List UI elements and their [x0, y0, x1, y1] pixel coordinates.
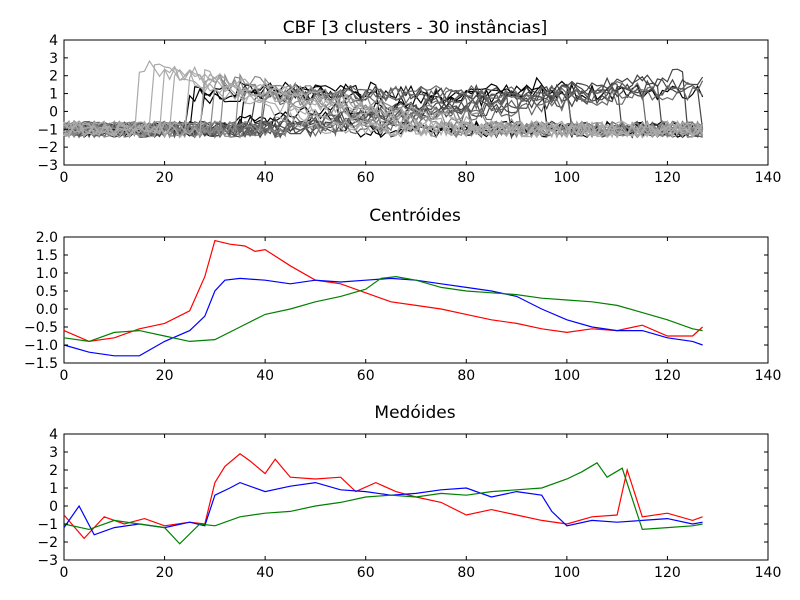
- centroids-xtick-label: 60: [357, 368, 375, 384]
- centroids-ytick-label: −1.0: [24, 338, 58, 354]
- medoids-xtick-label: 140: [755, 565, 782, 581]
- medoids-xtick-label: 60: [357, 565, 375, 581]
- clusters-xtick-label: 0: [60, 170, 69, 186]
- centroids-xtick-label: 20: [156, 368, 174, 384]
- clusters-ytick-label: 3: [49, 51, 58, 67]
- centroids-xtick-label: 0: [60, 368, 69, 384]
- clusters-panel-frame: [63, 39, 769, 166]
- centroids-panel-frame: [63, 236, 769, 364]
- centroids-ytick-label: −1.5: [24, 356, 58, 372]
- medoids-tick-layer: 0 20 40 60 80 100 120 140 −3 −2 −1 0 1 2 3 4: [37, 427, 781, 581]
- centroids-xtick-label: 100: [553, 368, 580, 384]
- centroids-ytick-label: −0.5: [24, 320, 58, 336]
- centroids-ytick-label: 0.0: [36, 302, 58, 318]
- medoids-ytick-label: 1: [49, 481, 58, 497]
- medoids-ytick-label: −2: [37, 535, 58, 551]
- centroids-series-2: [63, 275, 703, 343]
- centroids-ytick-label: 1.5: [36, 248, 58, 264]
- medoids-xtick-label: 40: [256, 565, 274, 581]
- clusters-panel-title: CBF [3 clusters - 30 instâncias]: [283, 18, 547, 38]
- medoids-ytick-label: 4: [49, 427, 58, 443]
- clusters-series-layer: [63, 59, 704, 140]
- medoids-xtick-label: 20: [156, 565, 174, 581]
- medoids-xtick-label: 80: [457, 565, 475, 581]
- clusters-series-22: [63, 84, 704, 139]
- clusters-ytick-label: 0: [49, 104, 58, 120]
- clusters-xtick-label: 80: [457, 170, 475, 186]
- clusters-ytick-label: 2: [49, 69, 58, 85]
- centroids-panel-title: Centróides: [369, 206, 461, 226]
- centroids-tick-layer: 0 20 40 60 80 100 120 140 −1.5 −1.0 −0.5 0.0 0.5 1.0 1…: [24, 230, 781, 384]
- clusters-ytick-label: −3: [37, 158, 58, 174]
- clusters-ytick-label: 1: [49, 87, 58, 103]
- clusters-xtick-label: 140: [755, 170, 782, 186]
- clusters-xtick-label: 100: [553, 170, 580, 186]
- centroids-xtick-label: 80: [457, 368, 475, 384]
- centroids-ytick-label: 0.5: [36, 284, 58, 300]
- medoids-ytick-label: 2: [49, 463, 58, 479]
- centroids-xtick-label: 120: [654, 368, 681, 384]
- clusters-xtick-label: 120: [654, 170, 681, 186]
- medoids-panel: Medóides 0 20 40 60 80 100 120 140 −3 −2 −1 0 1 2 3 4: [37, 403, 781, 581]
- centroids-panel: Centróides 0 20 40 60 80 100 120 140 −1.5 −1.0 −0.…: [24, 206, 781, 384]
- centroids-series-layer: [63, 239, 704, 357]
- medoids-xtick-label: 0: [60, 565, 69, 581]
- centroids-ytick-label: 2.0: [36, 230, 58, 246]
- centroids-xtick-label: 40: [256, 368, 274, 384]
- clusters-ytick-label: −1: [37, 122, 58, 138]
- clusters-xtick-label: 20: [156, 170, 174, 186]
- clusters-series-27: [63, 68, 704, 139]
- medoids-series-2: [63, 461, 703, 545]
- medoids-ytick-label: −3: [37, 553, 58, 569]
- clusters-xtick-label: 60: [357, 170, 375, 186]
- medoids-panel-title: Medóides: [374, 403, 455, 423]
- medoids-series-layer: [63, 453, 703, 545]
- centroids-series-1: [63, 277, 703, 357]
- medoids-ytick-label: 0: [49, 499, 58, 515]
- centroids-xtick-label: 140: [755, 368, 782, 384]
- centroids-series-0: [63, 239, 704, 343]
- medoids-xtick-label: 100: [553, 565, 580, 581]
- clusters-panel: CBF [3 clusters - 30 instâncias] 0 20 40 60…: [37, 18, 781, 186]
- centroids-ytick-label: 1.0: [36, 266, 58, 282]
- medoids-xtick-label: 120: [654, 565, 681, 581]
- clusters-series-29: [63, 68, 703, 139]
- clusters-ytick-label: −2: [37, 140, 58, 156]
- clusters-ytick-label: 4: [49, 33, 58, 49]
- medoids-ytick-label: −1: [37, 517, 58, 533]
- clusters-xtick-label: 40: [256, 170, 274, 186]
- medoids-ytick-label: 3: [49, 445, 58, 461]
- medoids-series-0: [63, 453, 703, 540]
